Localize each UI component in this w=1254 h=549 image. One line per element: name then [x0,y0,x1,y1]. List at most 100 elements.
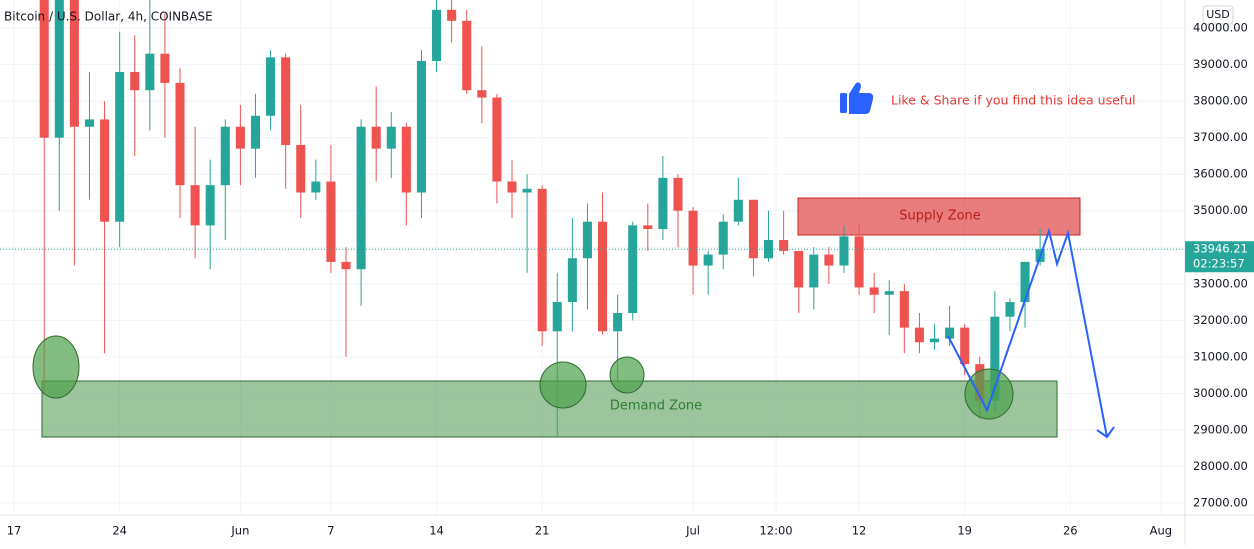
candle-body [341,261,351,270]
grid [0,0,1185,515]
x-tick-label: 24 [112,524,127,538]
candle-body [205,185,215,226]
candle-body [824,254,834,266]
currency-box [1202,5,1234,25]
candle-body [296,145,306,193]
x-tick-label: 12:00 [759,524,792,538]
candle-body [190,185,200,226]
candle-body [688,210,698,266]
x-tick-label: 12 [852,524,867,538]
last-price: 33946.21 [1193,242,1248,256]
candle-body [809,254,819,288]
candle-body [582,221,592,259]
candle-body [356,126,366,270]
y-tick-label: 38000.00 [1193,94,1248,108]
candle-body [794,250,804,288]
drawings: Like & Share if you find this idea usefu… [32,82,1136,439]
x-tick-label: 19 [957,524,972,538]
candle-body [748,199,758,259]
candle-body [235,126,245,149]
circle-marker [609,356,645,394]
candle-body [250,115,260,149]
y-tick-label: 33000.00 [1193,276,1248,290]
candle-body [401,126,411,193]
candle-body [718,221,728,255]
candle-body [598,221,608,332]
candle-body [447,9,457,21]
currency: USD [1206,8,1230,21]
candle-body [643,225,653,230]
y-tick-label: 27000.00 [1193,495,1248,509]
candle-body [567,258,577,303]
candle-body [39,0,49,138]
candle-body [1020,261,1030,303]
y-tick-label: 32000.00 [1193,313,1248,327]
bar-countdown: 02:23:57 [1193,257,1245,271]
candle-body [175,82,185,186]
candle-body [613,313,623,332]
candle-body [552,302,562,332]
y-tick-label: 37000.00 [1193,130,1248,144]
y-tick-label: 28000.00 [1193,459,1248,473]
candle-body [914,327,924,343]
x-tick-label: Jul [685,524,700,538]
chart-title: Bitcoin / U.S. Dollar, 4h, COINBASE [4,10,213,24]
candle-body [115,71,125,222]
candle-body [462,20,472,91]
candle-body [658,177,668,230]
candle-body [69,0,79,127]
y-tick-label: 35000.00 [1193,203,1248,217]
circle-marker [539,361,587,409]
x-tick-label: 17 [7,524,22,538]
y-tick-label: 31000.00 [1193,349,1248,363]
x-tick-label: Aug [1150,524,1172,538]
candle-body [416,60,426,193]
candle-body [145,53,155,91]
candle-body [703,254,713,266]
candle-body [628,225,638,314]
candle-body [960,327,970,365]
candle-body [990,316,1000,401]
candle-body [899,291,909,328]
candle-body [854,236,864,288]
demand-label: Demand Zone [610,399,702,414]
arrow-head [1096,426,1115,439]
projection-path [947,227,1108,438]
candle-body [386,126,396,149]
candle-body [537,188,547,332]
candle-body [839,236,849,266]
supply-label: Supply Zone [899,209,981,224]
candle-body [507,181,517,193]
candle-body [130,71,140,91]
y-tick-label: 40000.00 [1193,21,1248,35]
candle-body [492,97,502,182]
supply-zone [797,197,1081,236]
candle-body [733,199,743,222]
candle-body [281,57,291,146]
candle-body [100,119,110,222]
y-tick-label: 36000.00 [1193,167,1248,181]
note: Like & Share if you find this idea usefu… [891,93,1136,108]
candle-body [54,0,64,138]
candle-body [1005,302,1015,317]
thumbs-up-icon [840,82,874,114]
circle-marker [32,335,80,399]
circle-marker [964,368,1014,420]
candle-body [220,126,230,186]
x-tick-label: 26 [1063,524,1078,538]
y-tick-label: 29000.00 [1193,422,1248,436]
candle-body [779,239,789,251]
candle-body [311,181,321,193]
x-tick-label: 14 [429,524,444,538]
candle-body [326,181,336,262]
candle-body [884,291,894,295]
candle-body [432,9,442,61]
x-tick-label: Jun [230,524,249,538]
last-price-box [1185,241,1254,273]
candle-body [522,188,532,193]
candle-body [477,90,487,98]
candle-body [673,177,683,211]
candle-body [929,338,940,343]
candle-body [84,119,95,127]
